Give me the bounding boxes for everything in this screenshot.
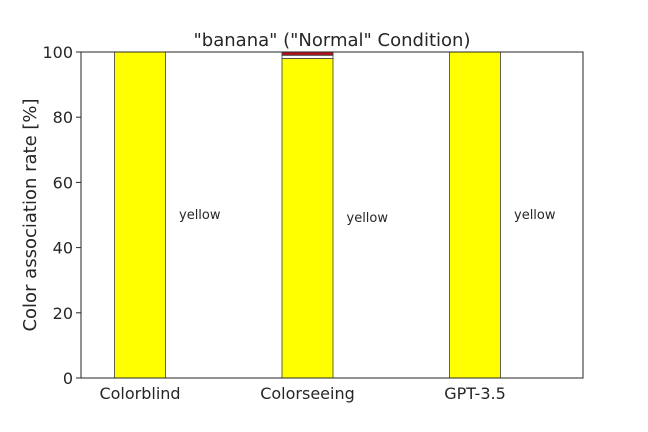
bar-annotation: yellow [179, 208, 221, 223]
x-tick-label: Colorseeing [260, 384, 355, 403]
x-tick-label: Colorblind [99, 384, 180, 403]
y-tick-label: 100 [42, 43, 73, 62]
y-tick-label: 0 [63, 369, 73, 388]
bar-segment-yellow [114, 51, 166, 379]
bar-segment-yellow [281, 58, 334, 379]
bar-segment-white [281, 54, 334, 59]
bar-annotation: yellow [514, 208, 556, 223]
y-tick-label: 60 [53, 173, 73, 192]
y-tick-label: 80 [53, 108, 73, 127]
bar-annotation: yellow [347, 211, 389, 226]
y-tick-label: 40 [53, 239, 73, 258]
plot-area: 0 20 40 60 80 100 Colorblind Colorseeing GPT-3.5… [42, 43, 584, 403]
y-axis-label: Color association rate [%] [20, 98, 41, 331]
y-tick-label: 20 [53, 304, 73, 323]
x-tick-label: GPT-3.5 [444, 384, 506, 403]
chart-title: "banana" ("Normal" Condition) [194, 30, 471, 51]
bar-segment-yellow [449, 51, 501, 379]
axes-frame [80, 51, 584, 379]
